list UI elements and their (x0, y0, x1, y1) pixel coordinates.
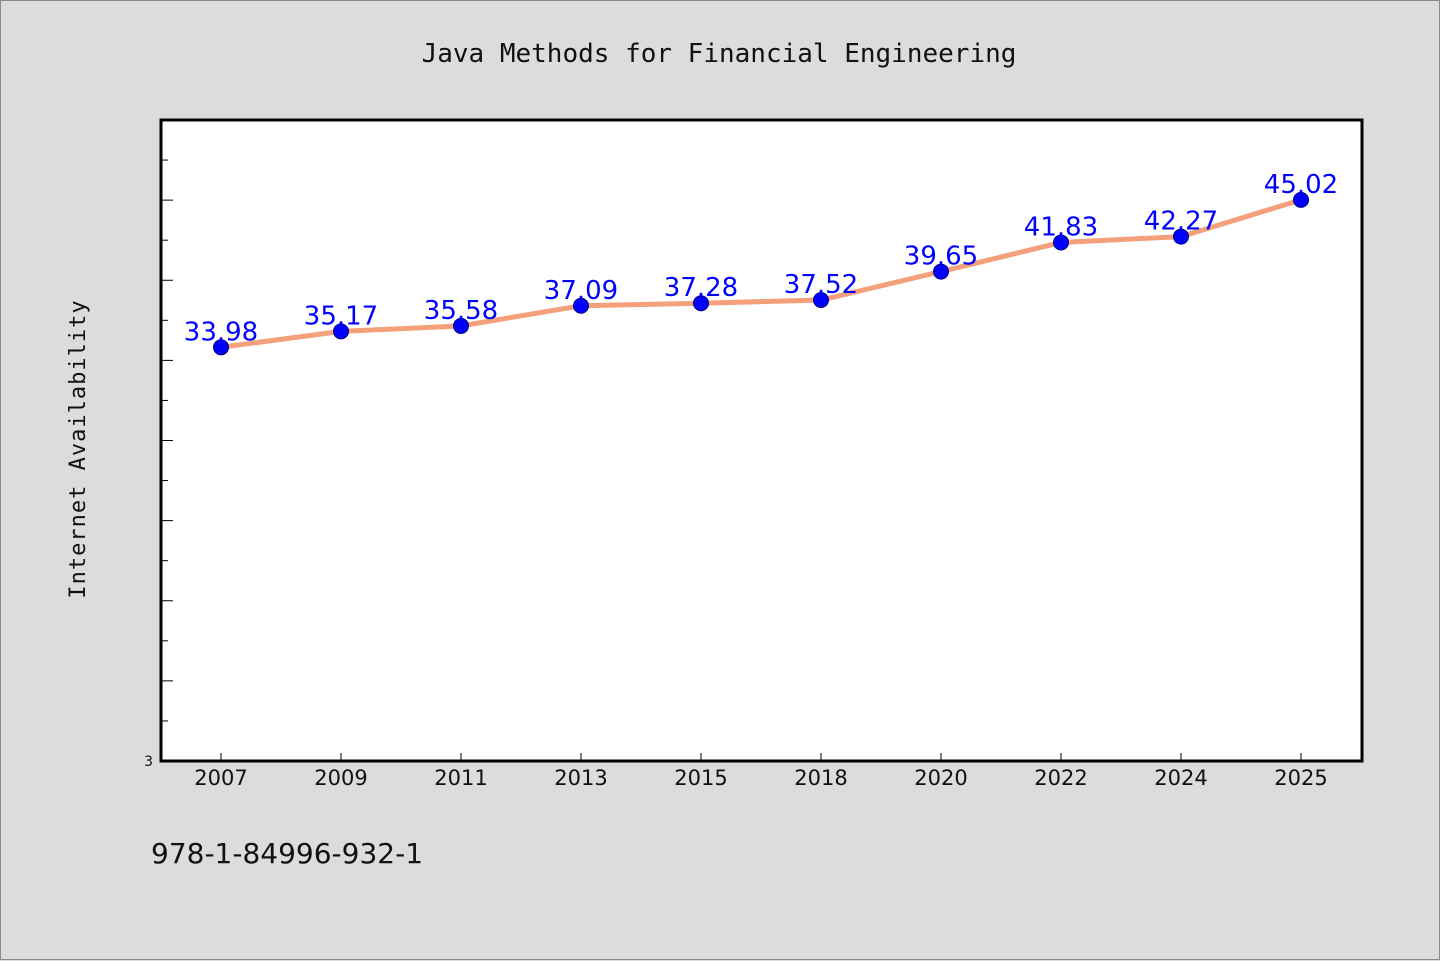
data-label: 33.98 (184, 317, 258, 347)
data-point (1293, 191, 1309, 208)
x-tick-label: 2018 (794, 766, 847, 790)
data-label: 37.28 (664, 273, 738, 303)
x-tick-label: 2022 (1034, 766, 1087, 790)
series-line (218, 197, 1304, 350)
data-label: 37.52 (784, 270, 858, 300)
data-point (333, 323, 349, 340)
data-markers (213, 191, 1309, 356)
data-label: 39.65 (904, 242, 978, 272)
data-label: 45.02 (1264, 170, 1338, 200)
data-label: 41.83 (1024, 212, 1098, 242)
x-tick-label: 2025 (1274, 766, 1327, 790)
series-line-group (218, 197, 1304, 350)
data-labels: 33.98 35.17 35.58 37.09 37.28 37.52 39.65 41.83… (184, 170, 1338, 347)
data-label: 35.58 (424, 296, 498, 326)
footnote-isbn: 978-1-84996-932-1 (151, 837, 423, 870)
y-tick-label: 3 (144, 754, 153, 770)
x-axis-ticks: 2007 2009 2011 2013 2015 2018 2020 2022 2024 2025 (194, 753, 1328, 790)
data-point (693, 295, 709, 312)
data-point (213, 339, 229, 356)
data-point (813, 292, 829, 309)
y-axis-label: Internet Availability (66, 299, 91, 598)
data-label: 35.17 (304, 301, 378, 331)
data-label: 37.09 (544, 276, 618, 306)
x-tick-label: 2020 (914, 766, 967, 790)
x-tick-label: 2011 (434, 766, 487, 790)
plot-border (159, 118, 1364, 763)
plot-area (161, 120, 1362, 761)
x-tick-label: 2015 (674, 766, 727, 790)
x-tick-label: 2013 (554, 766, 607, 790)
data-point (573, 297, 589, 314)
data-point (453, 317, 469, 334)
data-label: 42.27 (1144, 207, 1218, 237)
x-tick-label: 2024 (1154, 766, 1207, 790)
data-point (1173, 228, 1189, 245)
data-point (933, 263, 949, 280)
chart-title: Java Methods for Financial Engineering (422, 39, 1017, 69)
x-tick-label: 2009 (314, 766, 367, 790)
data-point (1053, 234, 1069, 251)
x-tick-label: 2007 (194, 766, 247, 790)
